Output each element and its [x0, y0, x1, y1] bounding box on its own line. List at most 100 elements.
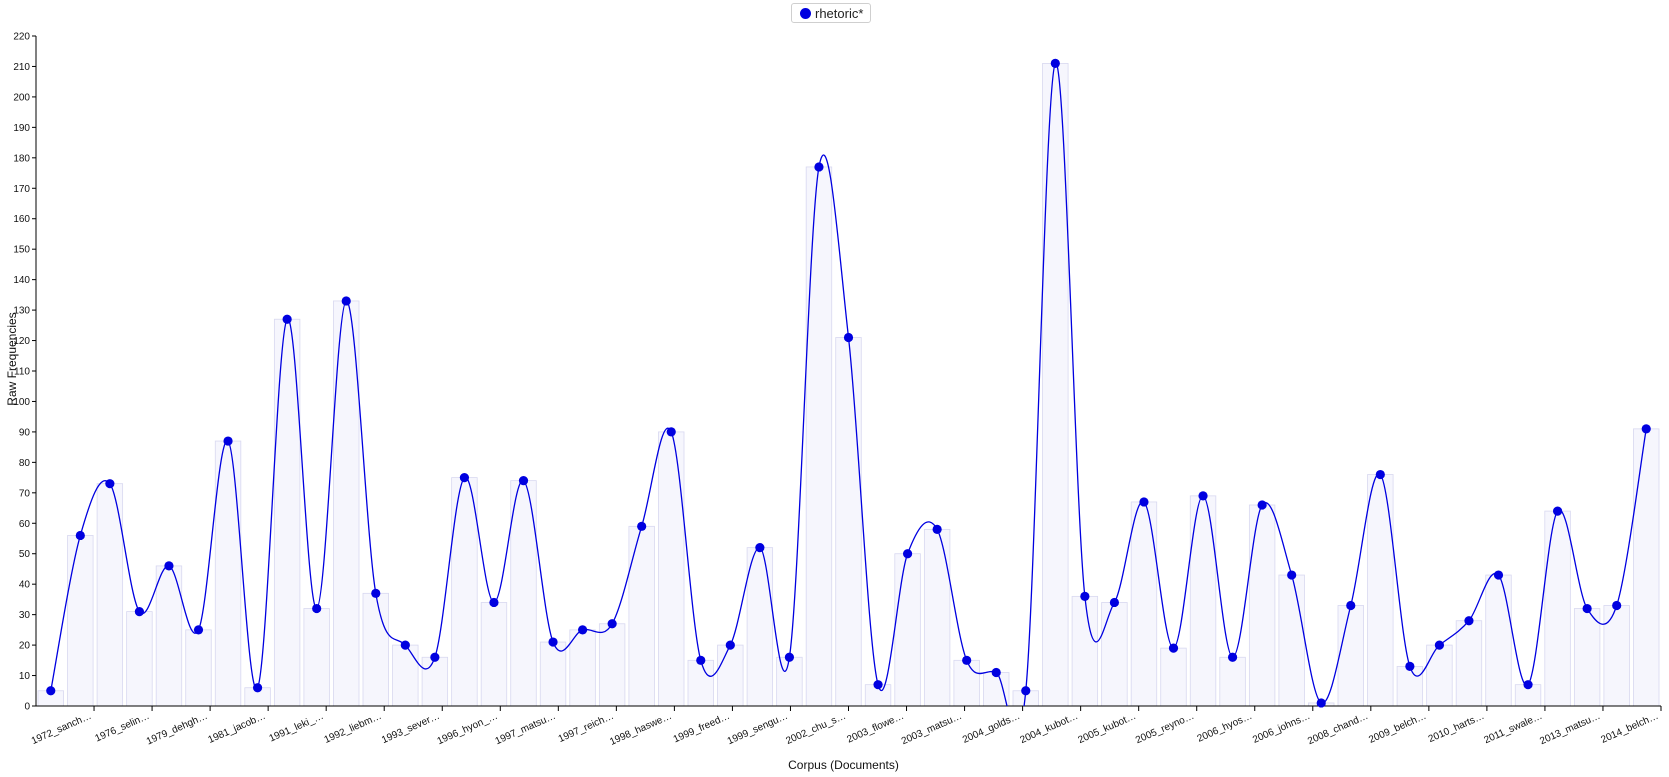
- bar: [273, 318, 301, 707]
- data-point: [430, 652, 440, 662]
- x-tick-label: 1972_sanch…: [30, 711, 93, 747]
- bar: [1071, 595, 1099, 707]
- y-tick-label: 210: [13, 62, 30, 73]
- y-tick-label: 30: [19, 610, 31, 621]
- y-tick-label: 100: [13, 397, 30, 408]
- x-tick-label: 2013_matsu…: [1538, 711, 1602, 748]
- bar: [1396, 666, 1424, 707]
- bar: [480, 602, 508, 707]
- data-point: [1375, 469, 1385, 480]
- data-point: [696, 655, 706, 665]
- data-point: [1139, 497, 1149, 507]
- bar: [717, 644, 744, 707]
- data-point: [1227, 652, 1238, 662]
- x-axis-title: Corpus (Documents): [788, 758, 899, 772]
- y-tick-label: 0: [24, 702, 30, 713]
- bar: [569, 629, 596, 707]
- x-tick-label: 2014_belch…: [1599, 711, 1660, 746]
- data-point: [1316, 698, 1326, 708]
- x-tick-label: 1981_jacob…: [207, 711, 268, 746]
- x-tick-label: 1999_freed…: [672, 711, 732, 746]
- bar: [1573, 608, 1601, 707]
- y-tick-label: 190: [13, 123, 30, 134]
- x-tick-label: 2004_golds…: [961, 711, 1022, 746]
- legend[interactable]: rhetoric*: [791, 3, 872, 23]
- bar: [658, 431, 685, 707]
- x-tick-label: 1976_selin…: [93, 711, 151, 745]
- series-line: [50, 62, 1647, 706]
- y-tick-label: 20: [19, 641, 31, 652]
- bar: [598, 623, 626, 707]
- x-tick-label: 2005_kubot…: [1077, 711, 1138, 746]
- bar: [835, 337, 862, 707]
- data-point: [371, 588, 381, 598]
- y-tick-label: 130: [13, 306, 30, 317]
- data-point: [282, 314, 292, 324]
- data-point: [814, 162, 824, 172]
- y-tick-label: 180: [13, 153, 30, 164]
- data-point: [1641, 424, 1651, 434]
- data-point: [725, 640, 735, 650]
- data-point: [1434, 640, 1445, 650]
- data-point: [548, 637, 558, 647]
- bar: [1337, 605, 1364, 707]
- data-point: [873, 680, 883, 690]
- data-point: [784, 652, 795, 662]
- y-tick-label: 140: [13, 275, 30, 286]
- x-tick-label: 2002_chu_s…: [784, 711, 847, 747]
- x-tick-label: 1992_liebm…: [323, 711, 384, 746]
- data-point: [962, 655, 972, 665]
- bar: [776, 656, 803, 707]
- x-tick-label: 1979_dehgh…: [145, 711, 209, 748]
- data-point: [1168, 643, 1179, 653]
- data-point: [1464, 616, 1474, 626]
- bar: [1219, 656, 1246, 707]
- y-tick-label: 170: [13, 184, 30, 195]
- bar: [96, 483, 124, 707]
- x-tick-label: 2006_hyos…: [1196, 711, 1254, 745]
- data-point: [1287, 570, 1297, 580]
- data-point: [223, 436, 233, 446]
- data-point: [1405, 661, 1415, 672]
- y-tick-label: 50: [19, 549, 31, 560]
- bar: [746, 547, 774, 707]
- data-point: [1080, 591, 1090, 601]
- legend-series-label: rhetoric*: [815, 5, 864, 21]
- y-tick-label: 160: [13, 214, 30, 225]
- data-point: [1021, 686, 1031, 696]
- data-point: [1050, 58, 1060, 69]
- bar: [628, 525, 655, 707]
- data-point: [902, 549, 913, 559]
- bar: [362, 592, 389, 707]
- y-tick-label: 200: [13, 92, 30, 103]
- x-tick-label: 1997_reich…: [557, 711, 616, 745]
- bar: [923, 528, 951, 707]
- data-point: [164, 561, 174, 571]
- data-point: [991, 667, 1001, 678]
- bar: [1367, 474, 1394, 707]
- bar: [392, 644, 419, 707]
- x-tick-label: 2006_johns…: [1251, 711, 1312, 746]
- x-tick-label: 2009_belch…: [1367, 711, 1428, 746]
- data-point: [341, 296, 351, 306]
- data-point: [1109, 597, 1120, 608]
- x-tick-label: 2003_matsu…: [900, 711, 964, 748]
- legend-marker-icon: [800, 7, 811, 19]
- x-tick-label: 1997_matsu…: [494, 711, 558, 748]
- bar: [1248, 504, 1276, 707]
- data-point: [459, 472, 470, 483]
- data-point: [1582, 603, 1592, 614]
- data-point: [1198, 491, 1208, 501]
- bar: [1544, 510, 1571, 707]
- y-tick-label: 150: [13, 245, 30, 256]
- data-point: [75, 530, 85, 541]
- y-tick-label: 40: [19, 580, 31, 591]
- data-point: [1346, 600, 1356, 611]
- bar: [805, 166, 833, 707]
- data-point: [1612, 600, 1622, 611]
- data-point: [489, 597, 499, 608]
- bar: [185, 629, 212, 707]
- data-point: [1493, 570, 1504, 580]
- y-tick-label: 80: [19, 458, 31, 469]
- bar: [214, 440, 242, 707]
